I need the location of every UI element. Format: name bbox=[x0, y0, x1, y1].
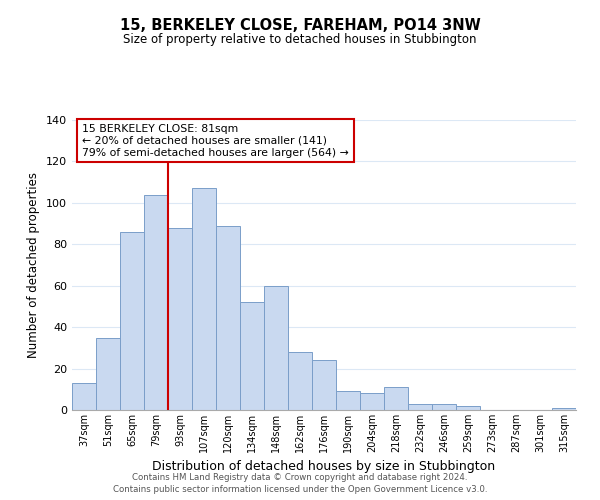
Y-axis label: Number of detached properties: Number of detached properties bbox=[28, 172, 40, 358]
Text: 15 BERKELEY CLOSE: 81sqm
← 20% of detached houses are smaller (141)
79% of semi-: 15 BERKELEY CLOSE: 81sqm ← 20% of detach… bbox=[82, 124, 349, 158]
Bar bbox=[240, 302, 264, 410]
Bar bbox=[96, 338, 120, 410]
Bar bbox=[408, 404, 432, 410]
Text: Size of property relative to detached houses in Stubbington: Size of property relative to detached ho… bbox=[123, 32, 477, 46]
Bar bbox=[72, 383, 96, 410]
Text: Contains public sector information licensed under the Open Government Licence v3: Contains public sector information licen… bbox=[113, 485, 487, 494]
X-axis label: Distribution of detached houses by size in Stubbington: Distribution of detached houses by size … bbox=[152, 460, 496, 473]
Text: 15, BERKELEY CLOSE, FAREHAM, PO14 3NW: 15, BERKELEY CLOSE, FAREHAM, PO14 3NW bbox=[119, 18, 481, 32]
Bar bbox=[192, 188, 216, 410]
Bar bbox=[288, 352, 312, 410]
Bar bbox=[336, 392, 360, 410]
Bar bbox=[264, 286, 288, 410]
Bar bbox=[552, 408, 576, 410]
Bar bbox=[168, 228, 192, 410]
Bar bbox=[360, 394, 384, 410]
Bar bbox=[312, 360, 336, 410]
Bar bbox=[144, 194, 168, 410]
Text: Contains HM Land Registry data © Crown copyright and database right 2024.: Contains HM Land Registry data © Crown c… bbox=[132, 472, 468, 482]
Bar bbox=[384, 387, 408, 410]
Bar bbox=[216, 226, 240, 410]
Bar bbox=[456, 406, 480, 410]
Bar bbox=[432, 404, 456, 410]
Bar bbox=[120, 232, 144, 410]
